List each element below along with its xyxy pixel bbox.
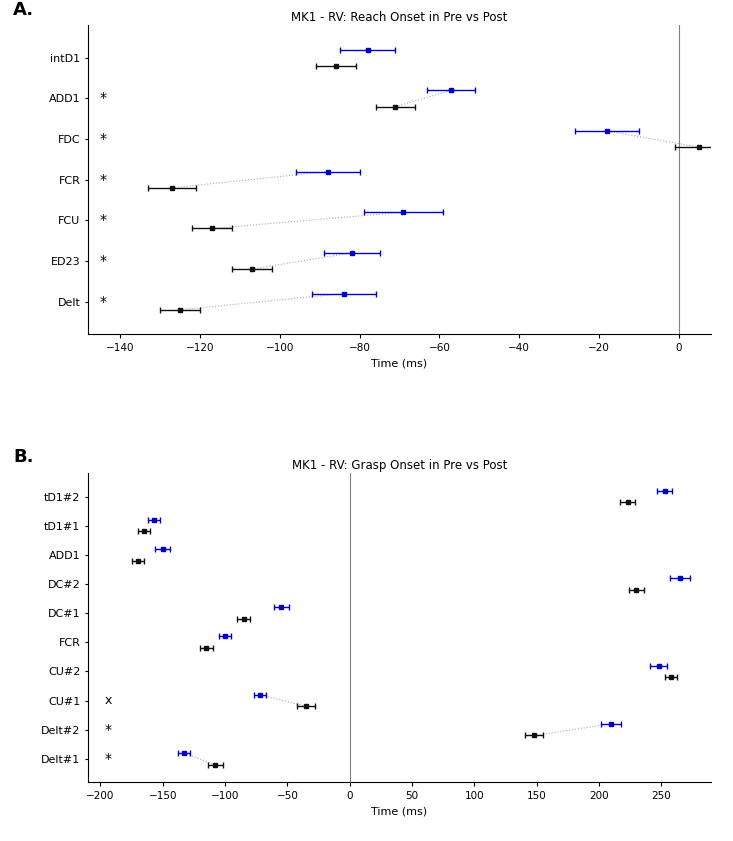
X-axis label: Time (ms): Time (ms) — [372, 807, 427, 817]
Text: *: * — [104, 752, 111, 766]
Text: *: * — [100, 254, 107, 268]
Text: A.: A. — [13, 1, 34, 19]
Text: *: * — [100, 172, 107, 187]
Text: *: * — [100, 92, 107, 105]
Text: *: * — [100, 214, 107, 227]
Text: *: * — [100, 294, 107, 309]
Text: *: * — [100, 132, 107, 146]
X-axis label: Time (ms): Time (ms) — [372, 359, 427, 368]
Title: MK1 - RV: Grasp Onset in Pre vs Post: MK1 - RV: Grasp Onset in Pre vs Post — [292, 459, 507, 472]
Text: B.: B. — [13, 448, 34, 467]
Text: x: x — [104, 694, 111, 707]
Text: *: * — [104, 722, 111, 737]
Title: MK1 - RV: Reach Onset in Pre vs Post: MK1 - RV: Reach Onset in Pre vs Post — [291, 11, 508, 24]
